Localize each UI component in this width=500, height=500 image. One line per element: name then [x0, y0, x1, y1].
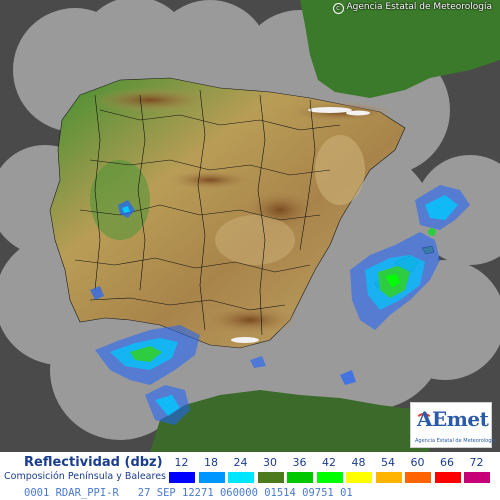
copyright-notice: c Agencia Estatal de Meteorología [332, 2, 493, 14]
scale-item: 54 [375, 454, 402, 484]
scale-swatch [375, 472, 402, 483]
scale-swatch [169, 472, 195, 483]
scale-swatch [257, 472, 284, 483]
radar-echoes [90, 185, 470, 425]
snow-peaks [231, 107, 370, 343]
scale-swatch [405, 472, 431, 483]
logo-arc-icon [415, 413, 433, 431]
color-scale: 12 18 24 30 36 42 48 54 60 66 72 [168, 454, 492, 484]
scale-item: 18 [198, 454, 225, 484]
scale-swatch [228, 472, 254, 483]
scale-item: 66 [434, 454, 461, 484]
scale-item: 48 [345, 454, 372, 484]
scale-swatch [346, 472, 372, 483]
scale-value: 24 [233, 456, 248, 469]
terrain-relief [90, 88, 395, 335]
aemet-logo: AEmet Agencia Estatal de Meteorología [410, 402, 496, 448]
scale-value: 30 [263, 456, 277, 469]
scale-value: 72 [469, 456, 484, 469]
scale-value: 54 [381, 456, 395, 469]
scale-item: 12 [168, 454, 195, 484]
scale-item: 72 [463, 454, 490, 484]
france-land [300, 0, 500, 98]
scale-value: 36 [292, 456, 307, 469]
logo-name: AEmet [417, 407, 489, 431]
scale-value: 18 [204, 456, 218, 469]
copyright-icon: c [332, 3, 344, 14]
scale-swatch [464, 472, 490, 483]
radar-map-svg [0, 0, 500, 452]
scale-swatch [316, 472, 343, 483]
scale-value: 60 [410, 456, 425, 469]
scale-value: 66 [440, 456, 454, 469]
legend-subtitle: Composición Península y Baleares [4, 471, 166, 482]
scale-value: 48 [351, 456, 366, 469]
scale-item: 36 [286, 454, 313, 484]
copyright-text: Agencia Estatal de Meteorología [346, 2, 493, 12]
scale-value: 12 [174, 456, 189, 469]
reflectivity-legend: Reflectividad (dbz) Composición Penínsul… [0, 452, 500, 486]
province-borders [74, 89, 341, 336]
scale-swatch [287, 472, 313, 483]
scale-item: 24 [227, 454, 254, 484]
scale-item: 42 [316, 454, 343, 484]
status-line: 0001 RDAR_PPI-R 27 SEP 12271 060000 0151… [0, 486, 500, 500]
scale-swatch [198, 472, 225, 483]
africa-land [150, 390, 430, 452]
scale-value: 42 [322, 456, 336, 469]
legend-title: Reflectividad (dbz) [24, 455, 163, 470]
scale-item: 30 [257, 454, 284, 484]
logo-subtitle: Agencia Estatal de Meteorología [415, 438, 496, 444]
scale-swatch [434, 472, 461, 483]
scale-item: 60 [404, 454, 431, 484]
radar-map: c Agencia Estatal de Meteorología AEmet A… [0, 0, 500, 452]
